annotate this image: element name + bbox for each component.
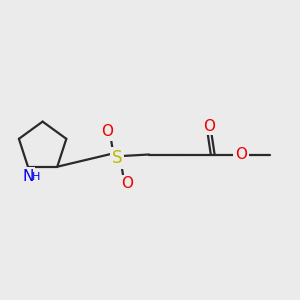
Text: H: H (32, 172, 40, 182)
Text: O: O (203, 118, 215, 134)
Text: O: O (235, 147, 247, 162)
Text: O: O (121, 176, 133, 191)
Text: N: N (22, 169, 34, 184)
Text: S: S (112, 148, 122, 166)
Text: O: O (101, 124, 113, 139)
